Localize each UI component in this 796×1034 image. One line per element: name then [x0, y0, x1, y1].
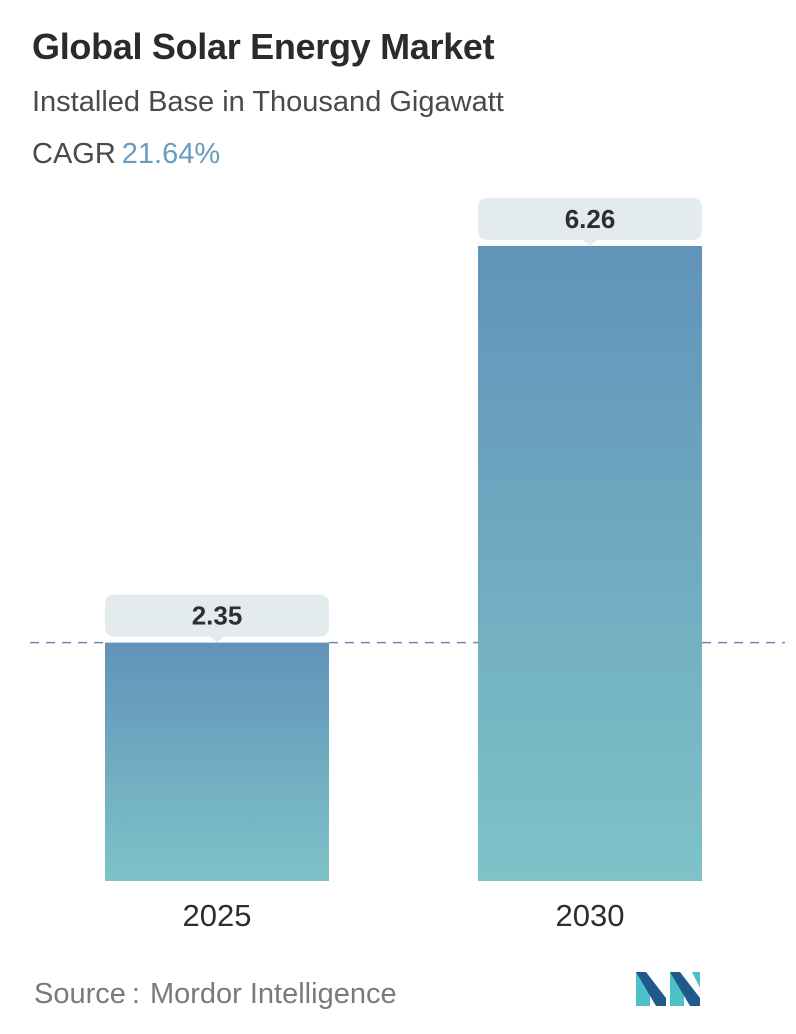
value-label-2030: 6.26: [565, 204, 616, 234]
bar-2025: [105, 642, 329, 881]
source-separator: :: [131, 978, 140, 1010]
cagr-line: CAGR 21.64%: [32, 138, 220, 171]
value-label-2025: 2.35: [192, 601, 243, 631]
x-tick-label-2025: 2025: [183, 898, 252, 933]
cagr-value: 21.64%: [121, 138, 221, 170]
bar-chart: 2.35 6.26 2025 2030: [30, 198, 785, 933]
value-label-callout: 6.26: [478, 198, 702, 246]
mordor-intelligence-logo-icon: [636, 972, 700, 1006]
chart-subtitle: Installed Base in Thousand Gigawatt: [32, 86, 504, 118]
value-label-box: [478, 198, 702, 246]
chart-title: Global Solar Energy Market: [32, 26, 495, 67]
cagr-label: CAGR: [32, 138, 116, 170]
source-name: Mordor Intelligence: [149, 978, 397, 1010]
source-label: Source: [34, 978, 126, 1010]
value-label-box: [105, 594, 329, 643]
value-label-callout: 2.35: [105, 594, 329, 643]
x-tick-label-2030: 2030: [556, 898, 625, 933]
source-line: Source: Mordor Intelligence: [34, 978, 397, 1011]
bar-2030: [478, 246, 702, 881]
